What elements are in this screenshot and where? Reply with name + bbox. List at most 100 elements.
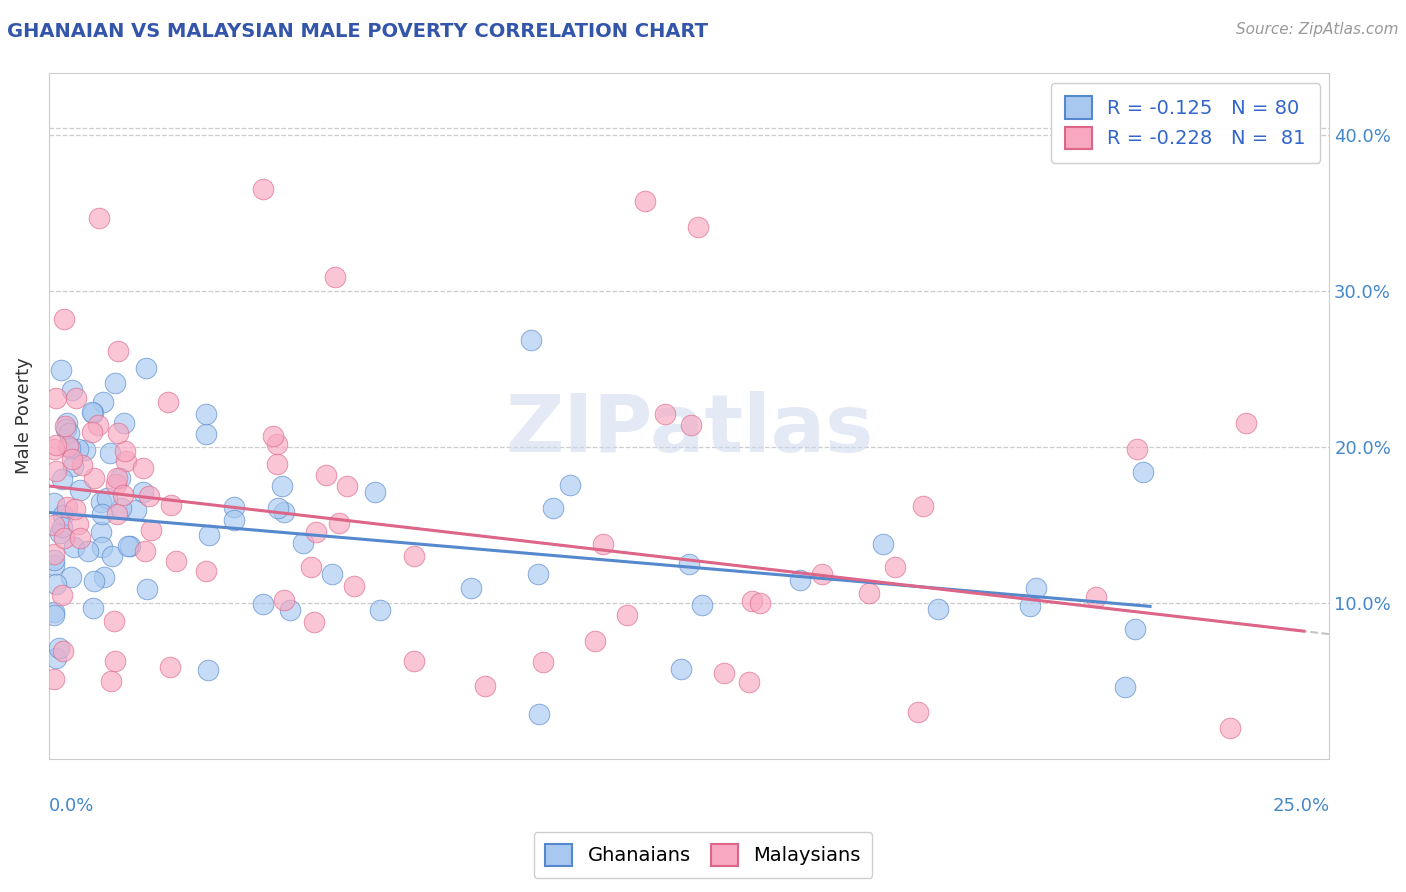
Point <box>273 592 295 607</box>
Point <box>83 574 105 588</box>
Point <box>82 406 104 420</box>
Point <box>98 446 121 460</box>
Point <box>96 491 118 506</box>
Point <box>90 540 112 554</box>
Point <box>49 525 72 540</box>
Point <box>55 422 77 436</box>
Point <box>87 418 110 433</box>
Text: 0.0%: 0.0% <box>49 797 94 814</box>
Point <box>60 384 83 398</box>
Point <box>325 270 347 285</box>
Point <box>304 615 326 629</box>
Point <box>70 458 93 472</box>
Point <box>56 417 79 431</box>
Point <box>1132 465 1154 479</box>
Text: 25.0%: 25.0% <box>1272 797 1329 814</box>
Point <box>45 651 67 665</box>
Point <box>927 601 949 615</box>
Point <box>51 519 73 533</box>
Point <box>52 312 75 326</box>
Point <box>198 527 221 541</box>
Point <box>45 576 67 591</box>
Point <box>328 516 350 530</box>
Point <box>560 477 582 491</box>
Point <box>53 531 76 545</box>
Point <box>156 395 179 409</box>
Point <box>104 654 127 668</box>
Point <box>90 495 112 509</box>
Point <box>678 557 700 571</box>
Point <box>53 419 76 434</box>
Point <box>107 343 129 358</box>
Point <box>138 489 160 503</box>
Point <box>266 437 288 451</box>
Point <box>65 391 87 405</box>
Point <box>273 505 295 519</box>
Point <box>52 508 75 522</box>
Point <box>42 672 65 686</box>
Point <box>321 567 343 582</box>
Point <box>80 405 103 419</box>
Point <box>336 479 359 493</box>
Point <box>368 603 391 617</box>
Point <box>77 544 100 558</box>
Point <box>197 663 219 677</box>
Point <box>66 516 89 531</box>
Point <box>912 499 935 513</box>
Point <box>69 483 91 497</box>
Point <box>42 553 65 567</box>
Point <box>1018 599 1040 613</box>
Point <box>48 641 70 656</box>
Point <box>690 598 713 612</box>
Point <box>299 560 322 574</box>
Point <box>45 437 67 451</box>
Point <box>105 476 128 491</box>
Point <box>105 471 128 485</box>
Point <box>165 554 187 568</box>
Text: ZIPatlas: ZIPatlas <box>505 391 873 468</box>
Y-axis label: Male Poverty: Male Poverty <box>15 358 32 475</box>
Point <box>789 573 811 587</box>
Point <box>1123 622 1146 636</box>
Point <box>62 459 84 474</box>
Point <box>101 549 124 563</box>
Point <box>42 607 65 622</box>
Point <box>315 467 337 482</box>
Point <box>262 429 284 443</box>
Point <box>713 665 735 680</box>
Text: Source: ZipAtlas.com: Source: ZipAtlas.com <box>1236 22 1399 37</box>
Point <box>120 539 142 553</box>
Point <box>114 444 136 458</box>
Point <box>1219 721 1241 735</box>
Point <box>42 518 65 533</box>
Point <box>811 567 834 582</box>
Point <box>583 633 606 648</box>
Point <box>90 524 112 539</box>
Point <box>135 582 157 596</box>
Point <box>111 488 134 502</box>
Point <box>1126 442 1149 457</box>
Point <box>51 588 73 602</box>
Point <box>252 597 274 611</box>
Point <box>343 579 366 593</box>
Point <box>103 376 125 390</box>
Point <box>52 644 75 658</box>
Point <box>135 360 157 375</box>
Point <box>195 564 218 578</box>
Point <box>42 605 65 619</box>
Point <box>108 471 131 485</box>
Point <box>100 673 122 688</box>
Point <box>115 454 138 468</box>
Point <box>1025 581 1047 595</box>
Point <box>91 394 114 409</box>
Point <box>270 479 292 493</box>
Point <box>159 659 181 673</box>
Point <box>194 426 217 441</box>
Point <box>103 614 125 628</box>
Point <box>883 560 905 574</box>
Point <box>58 441 80 455</box>
Point <box>363 485 385 500</box>
Point <box>738 675 761 690</box>
Point <box>44 496 66 510</box>
Legend: R = -0.125   N = 80, R = -0.228   N =  81: R = -0.125 N = 80, R = -0.228 N = 81 <box>1052 83 1320 162</box>
